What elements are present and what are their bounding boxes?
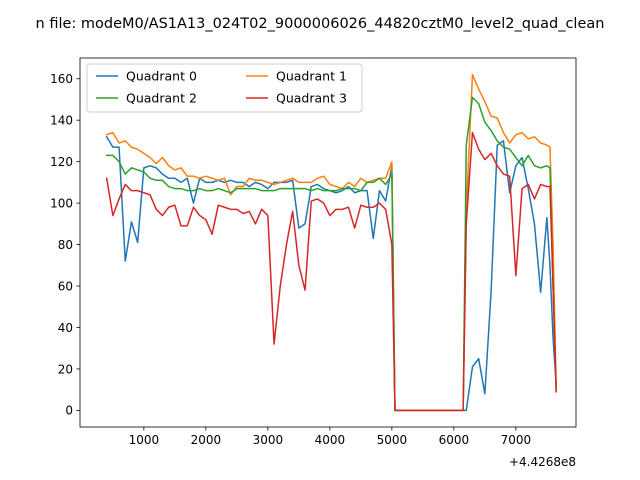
legend-label-quadrant-3: Quadrant 3 (276, 91, 347, 106)
plot-area: 1000 2000 3000 4000 5000 6000 7000 0 20 40 60 80 10… (50, 57, 577, 469)
series-layer (105, 73, 557, 412)
x-axis-ticks: 1000 2000 3000 4000 5000 6000 7000 (129, 427, 532, 447)
y-tick-label: 40 (58, 321, 73, 335)
legend-label-quadrant-2: Quadrant 2 (126, 91, 197, 106)
x-tick-label: 2000 (191, 433, 222, 447)
y-tick-label: 20 (58, 362, 73, 376)
y-tick-label: 0 (65, 404, 73, 418)
legend-label-quadrant-1: Quadrant 1 (276, 69, 347, 84)
y-axis-ticks: 0 20 40 60 80 100 120 140 160 (50, 72, 80, 418)
y-tick-label: 60 (58, 279, 73, 293)
y-tick-label: 120 (50, 155, 73, 169)
y-tick-label: 160 (50, 72, 73, 86)
chart-title: n file: modeM0/AS1A13_024T02_9000006026_… (36, 16, 605, 32)
legend: Quadrant 0 Quadrant 1 Quadrant 2 Quadrant 3 (86, 63, 363, 113)
series-line-quadrant-2 (105, 96, 557, 412)
x-tick-label: 1000 (129, 433, 160, 447)
x-tick-label: 6000 (439, 433, 470, 447)
y-tick-label: 100 (50, 196, 73, 210)
axes-background (80, 58, 576, 427)
series-line-quadrant-0 (105, 135, 557, 412)
legend-label-quadrant-0: Quadrant 0 (126, 69, 197, 84)
legend-box (86, 63, 363, 113)
y-tick-label: 80 (58, 238, 73, 252)
axes-frame (79, 57, 577, 428)
y-tick-label: 140 (50, 113, 73, 127)
x-tick-label: 5000 (377, 433, 408, 447)
series-line-quadrant-3 (105, 131, 557, 412)
x-tick-label: 4000 (315, 433, 346, 447)
legend-items: Quadrant 0 Quadrant 1 Quadrant 2 Quadrant 3 (96, 69, 347, 106)
x-tick-label: 7000 (501, 433, 532, 447)
x-tick-label: 3000 (253, 433, 284, 447)
x-axis-offset-label: +4.4268e8 (509, 455, 576, 469)
